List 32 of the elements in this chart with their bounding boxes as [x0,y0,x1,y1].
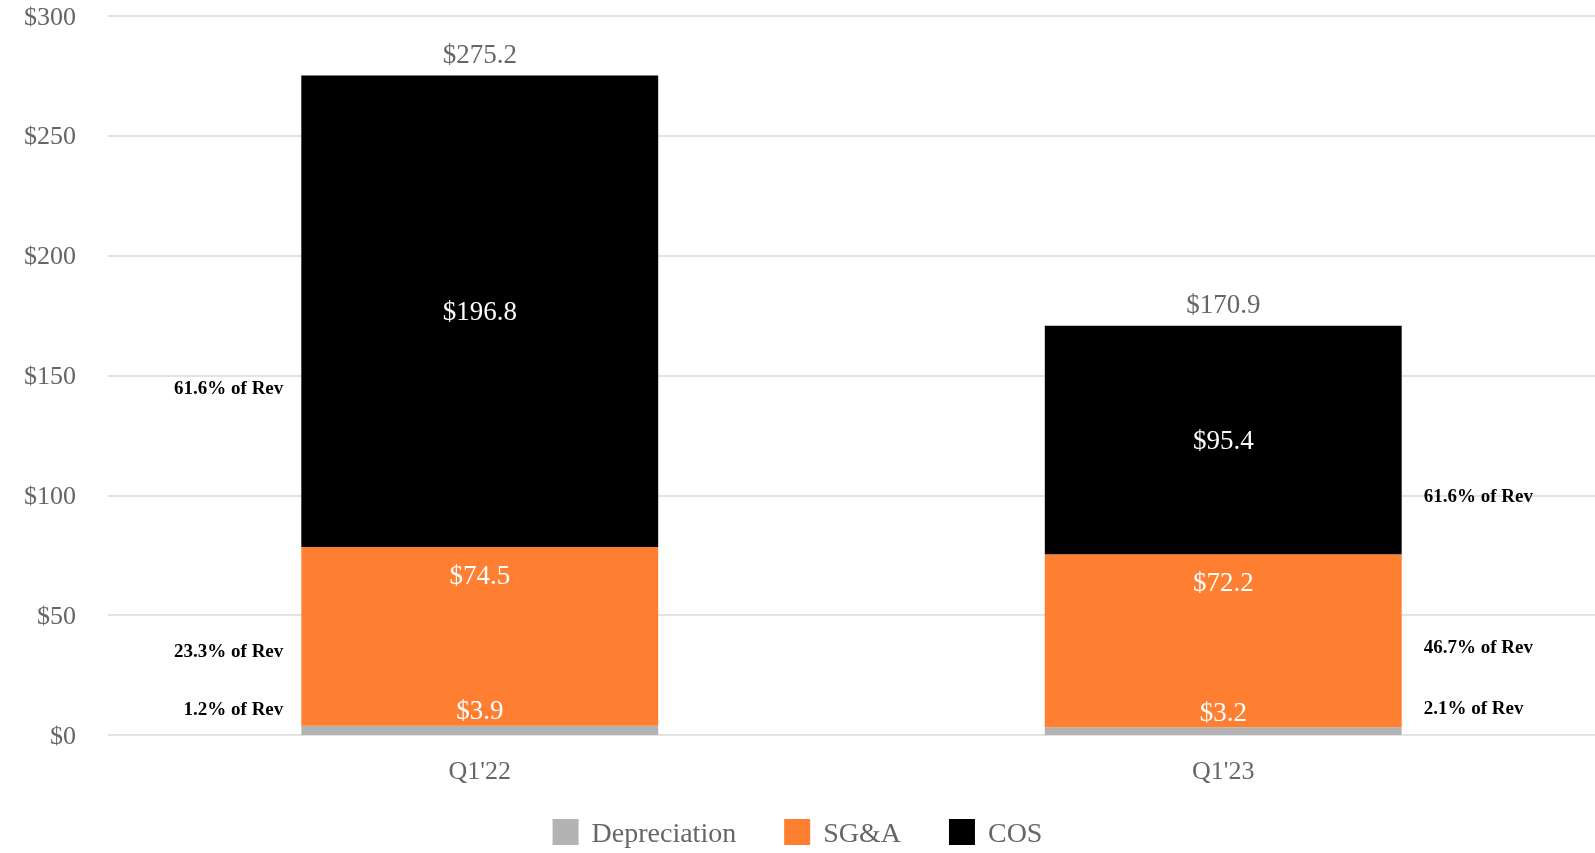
annotation: 1.2% of Rev [183,697,284,719]
bar [1044,727,1402,735]
x-tick-label: Q1'22 [448,755,511,785]
total-label: $170.9 [1186,289,1261,320]
data-label: $3.2 [1199,696,1247,727]
y-tick-label: $300 [24,1,76,31]
annotation: 61.6% of Rev [1423,485,1534,507]
bar [301,725,659,735]
data-label: $72.2 [1192,566,1254,597]
annotation: 23.3% of Rev [174,640,284,662]
y-tick-label: $250 [24,121,76,151]
data-label: $74.5 [449,559,511,590]
data-label: $3.9 [456,695,504,726]
bar [1044,554,1402,728]
annotation: 61.6% of Rev [174,377,284,399]
legend-label: Depreciation [591,816,737,848]
annotation: 46.7% of Rev [1423,636,1534,658]
y-tick-label: $50 [37,600,76,630]
legend-label: COS [987,816,1043,848]
annotation: 2.1% of Rev [1423,697,1524,719]
bar [301,75,659,548]
bar [301,547,659,726]
y-tick-label: $150 [24,361,76,390]
y-tick-label: $100 [24,480,76,510]
x-tick-label: Q1'23 [1192,755,1255,785]
y-tick-label: $200 [24,241,76,271]
data-label: $95.4 [1192,424,1255,455]
bar [1044,325,1402,555]
data-label: $196.8 [442,296,517,327]
legend-label: SG&A [823,816,902,848]
y-tick-label: $0 [50,720,76,750]
total-label: $275.2 [442,38,517,69]
